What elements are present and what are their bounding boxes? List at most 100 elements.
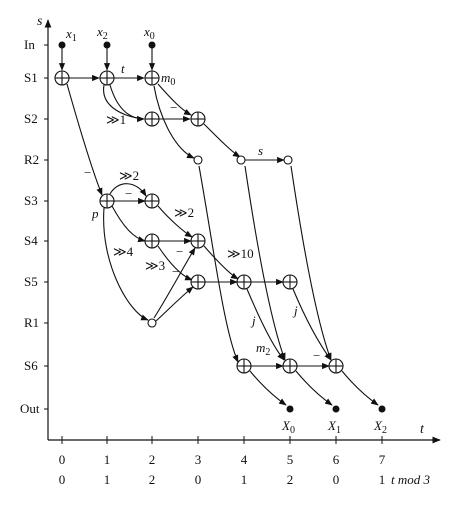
adder-node [282, 358, 298, 374]
edge [103, 84, 145, 120]
edge [155, 286, 194, 322]
row-label-r1: R1 [24, 315, 39, 330]
adder-node [99, 193, 115, 209]
input-label-x1: x1 [65, 26, 77, 44]
mod-tick-labels: 0 1 2 0 1 2 0 1 [59, 472, 386, 487]
edge [153, 247, 196, 319]
register-node [236, 155, 246, 165]
edge [66, 83, 103, 196]
register-node [193, 155, 203, 165]
input-dot [58, 41, 66, 49]
label-minus: − [176, 244, 183, 259]
edge [157, 205, 193, 238]
label-m0: m0 [161, 70, 175, 88]
edge [341, 370, 379, 406]
label-minus: − [125, 186, 132, 201]
edge [203, 123, 241, 158]
label-p: p [91, 206, 99, 221]
output-dot [286, 405, 294, 413]
adder-node [144, 233, 160, 249]
y-ticks [44, 44, 48, 410]
input-label-x0: x0 [143, 24, 155, 42]
label-shift-4: ≫4 [113, 244, 134, 259]
label-minus: − [172, 264, 179, 279]
row-label-s2: S2 [24, 111, 38, 126]
terminals [58, 41, 386, 413]
label-shift-10: ≫10 [227, 246, 254, 261]
adder-node [236, 274, 252, 290]
row-label-s5: S5 [24, 274, 38, 289]
label-m2: m2 [256, 340, 270, 358]
label-s: s [258, 143, 263, 158]
adder-node [190, 111, 206, 127]
edge [157, 245, 193, 281]
label-t: t [121, 61, 125, 76]
register-nodes [147, 155, 293, 328]
edge [103, 207, 149, 321]
label-shift-2b: ≫2 [174, 205, 194, 220]
register-node [283, 155, 293, 165]
x-tick-label: 4 [241, 452, 248, 467]
row-label-out: Out [20, 401, 40, 416]
row-label-in: In [24, 37, 35, 52]
label-shift-3: ≫3 [145, 258, 165, 273]
x-tick-label: 7 [379, 452, 386, 467]
register-node [147, 318, 157, 328]
adder-node [54, 70, 70, 86]
x-tick-label: 5 [287, 452, 294, 467]
label-shift-2a: ≫2 [119, 168, 139, 183]
row-label-s6: S6 [24, 358, 38, 373]
mod-tick-label: 0 [333, 472, 340, 487]
row-label-r2: R2 [24, 152, 39, 167]
label-j1: j [250, 313, 256, 328]
input-label-x2: x2 [96, 24, 108, 42]
adder-node [144, 70, 160, 86]
input-dot [103, 41, 111, 49]
edge [109, 183, 147, 197]
input-dot [148, 41, 156, 49]
label-minus: − [84, 165, 91, 180]
mod-tick-label: 1 [104, 472, 111, 487]
edges [58, 45, 379, 406]
edge [290, 165, 332, 361]
label-j2: j [292, 303, 298, 318]
row-label-s1: S1 [24, 70, 38, 85]
label-minus: − [313, 348, 320, 363]
adder-node [190, 233, 206, 249]
edge [153, 85, 195, 159]
mod-tick-label: 0 [59, 472, 66, 487]
x-ticks [61, 436, 383, 444]
x-tick-labels: 0 1 2 3 4 5 6 7 [59, 452, 386, 467]
edge [111, 205, 146, 243]
label-shift-1: ≫1 [106, 112, 126, 127]
adder-node [144, 111, 160, 127]
row-labels: In S1 S2 R2 S3 S4 S5 R1 S6 Out [20, 37, 40, 416]
label-minus: − [170, 100, 177, 115]
adder-node [144, 193, 160, 209]
mod-tick-label: 2 [287, 472, 294, 487]
edge [295, 370, 333, 406]
adder-node [236, 358, 252, 374]
mod-tick-label: 0 [195, 472, 202, 487]
output-label-x0: X0 [281, 418, 295, 436]
edge [246, 288, 285, 361]
adder-node [282, 274, 298, 290]
mod-axis-label: t mod 3 [391, 472, 431, 487]
edge [244, 165, 286, 361]
x-tick-label: 3 [195, 452, 202, 467]
mod-tick-label: 1 [241, 472, 248, 487]
x-tick-label: 6 [333, 452, 340, 467]
x-axis-title: t [420, 422, 425, 437]
adder-nodes [54, 70, 344, 374]
y-axis-title: s [37, 14, 43, 29]
edge [249, 370, 287, 406]
adder-node [190, 274, 206, 290]
edge [157, 83, 192, 116]
adder-node [328, 358, 344, 374]
output-label-x2: X2 [373, 418, 387, 436]
x-tick-label: 2 [149, 452, 156, 467]
output-label-x1: X1 [327, 418, 341, 436]
x-tick-label: 1 [104, 452, 111, 467]
row-label-s3: S3 [24, 193, 38, 208]
